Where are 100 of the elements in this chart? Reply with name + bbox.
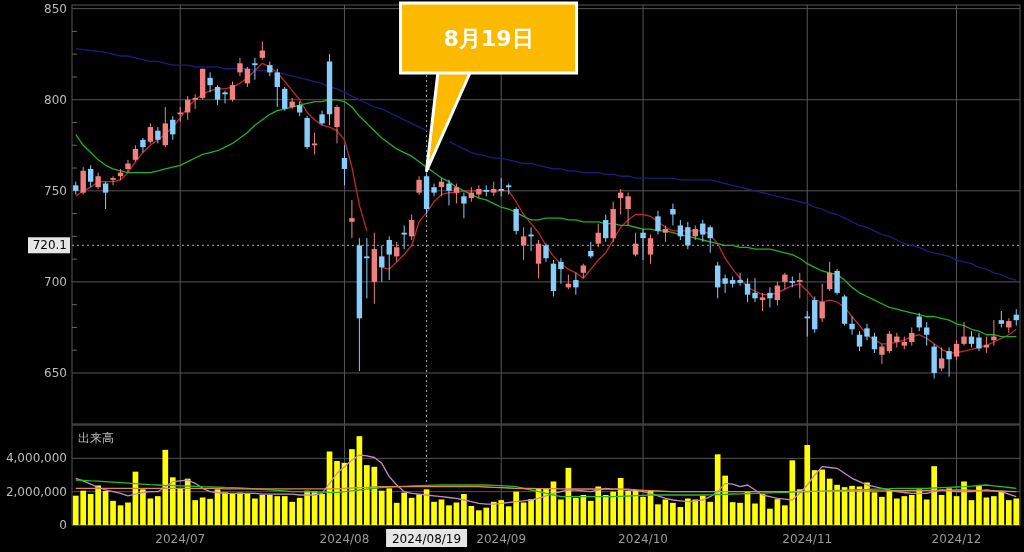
bar bbox=[991, 496, 997, 525]
candlestick bbox=[849, 316, 855, 336]
candlestick bbox=[513, 206, 519, 236]
candlestick bbox=[924, 321, 930, 347]
candlestick bbox=[102, 181, 109, 210]
candlestick bbox=[498, 177, 504, 197]
candlestick bbox=[87, 164, 94, 188]
candlestick bbox=[431, 183, 437, 197]
candlestick bbox=[162, 106, 168, 148]
candlestick bbox=[446, 179, 452, 206]
candlestick bbox=[826, 261, 833, 292]
candlestick bbox=[834, 268, 840, 296]
candlestick bbox=[334, 104, 340, 144]
bar bbox=[946, 488, 952, 525]
bar bbox=[140, 489, 146, 525]
bar bbox=[528, 499, 534, 525]
candlestick bbox=[140, 137, 146, 154]
candlestick bbox=[274, 68, 280, 108]
candlestick bbox=[364, 237, 370, 299]
bar bbox=[237, 492, 243, 525]
y-tick-label: 850 bbox=[44, 1, 67, 16]
candlestick bbox=[394, 241, 400, 263]
candlestick bbox=[595, 223, 601, 248]
candlestick bbox=[782, 272, 788, 290]
candlestick bbox=[237, 57, 243, 77]
candlestick bbox=[386, 235, 392, 281]
y-tick-label: 750 bbox=[44, 183, 67, 198]
bar bbox=[319, 494, 325, 525]
bar bbox=[961, 481, 967, 525]
candlestick bbox=[976, 332, 982, 352]
candlestick bbox=[170, 115, 176, 141]
x-tick-label: 2024/11 bbox=[782, 532, 833, 546]
candlestick bbox=[991, 319, 997, 347]
candlestick bbox=[752, 277, 758, 303]
candlestick bbox=[744, 277, 751, 303]
bar bbox=[125, 502, 131, 525]
candlestick bbox=[707, 224, 713, 254]
candlestick bbox=[401, 224, 407, 250]
bar bbox=[558, 499, 564, 525]
bar bbox=[752, 503, 758, 525]
candlestick bbox=[961, 321, 967, 347]
candlestick bbox=[349, 199, 355, 239]
candlestick bbox=[946, 346, 952, 378]
candlestick bbox=[311, 132, 318, 155]
x-tick-label: 2024/08/19 bbox=[391, 532, 462, 546]
annotation: 8月19日 bbox=[443, 26, 534, 51]
candlestick bbox=[125, 159, 131, 174]
bar bbox=[879, 496, 885, 525]
y-tick-label: 800 bbox=[44, 92, 67, 107]
candlestick bbox=[207, 71, 213, 93]
candlestick bbox=[408, 214, 415, 241]
candlestick bbox=[461, 192, 467, 219]
bar bbox=[670, 502, 676, 525]
candlestick bbox=[886, 330, 893, 354]
candlestick bbox=[229, 81, 236, 103]
text: 出来高 bbox=[78, 431, 114, 445]
bar bbox=[625, 491, 631, 525]
candlestick bbox=[244, 66, 251, 88]
bar bbox=[640, 496, 646, 525]
bar bbox=[737, 502, 743, 525]
candlestick bbox=[625, 192, 631, 226]
candlestick bbox=[416, 175, 422, 195]
ref-line-label: 720.1 bbox=[32, 238, 67, 253]
bar bbox=[976, 485, 982, 525]
bar bbox=[461, 494, 467, 525]
candlestick bbox=[722, 274, 728, 294]
y-tick-label: 4,000,000 bbox=[5, 451, 67, 466]
candlestick bbox=[214, 84, 221, 106]
candlestick bbox=[558, 257, 564, 285]
candlestick bbox=[797, 272, 803, 299]
candlestick bbox=[603, 214, 609, 243]
bar bbox=[655, 504, 661, 525]
candlestick bbox=[953, 339, 960, 361]
candlestick bbox=[573, 272, 579, 296]
bar bbox=[849, 485, 855, 525]
candlestick bbox=[938, 346, 945, 372]
bar bbox=[334, 461, 340, 525]
candlestick bbox=[640, 228, 646, 261]
bar bbox=[95, 485, 101, 525]
bar bbox=[767, 508, 773, 525]
y-tick-label: 650 bbox=[44, 365, 67, 380]
candlestick bbox=[677, 219, 684, 241]
line-series bbox=[75, 454, 1017, 505]
candlestick bbox=[453, 183, 460, 205]
candlestick bbox=[774, 281, 781, 307]
candlestick bbox=[670, 203, 676, 226]
bar bbox=[543, 489, 549, 525]
candlestick bbox=[909, 326, 915, 347]
candlestick bbox=[341, 144, 348, 186]
candlestick bbox=[259, 40, 266, 61]
candlestick bbox=[879, 343, 885, 365]
candlestick bbox=[110, 175, 116, 186]
candlestick bbox=[737, 272, 743, 287]
y-tick-label: 700 bbox=[44, 274, 67, 289]
candlestick bbox=[647, 234, 654, 265]
candlestick bbox=[252, 57, 258, 81]
candlestick bbox=[715, 261, 721, 299]
candlestick bbox=[543, 243, 549, 263]
x-tick-label: 2024/07 bbox=[155, 532, 206, 546]
bar bbox=[207, 498, 213, 525]
